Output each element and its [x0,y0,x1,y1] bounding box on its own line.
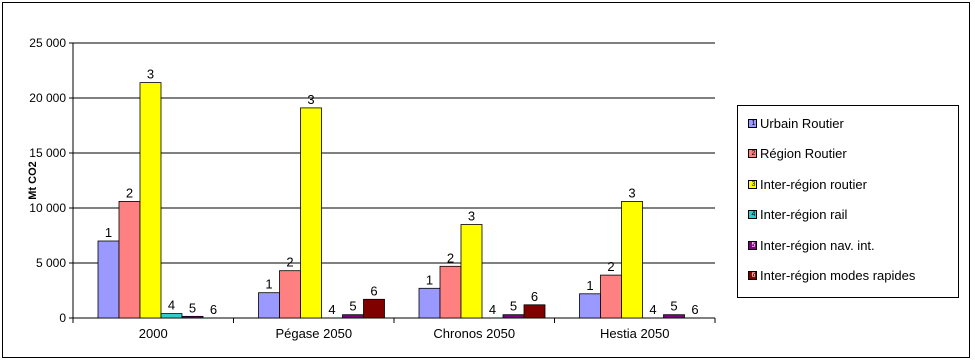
bar [621,200,643,319]
legend-swatch: 4 [748,210,757,219]
x-tick-label: Pégase 2050 [275,326,352,341]
legend-item: 3 Inter-région routier [748,176,867,192]
bar [363,298,385,319]
data-label: 2 [286,255,293,270]
data-label: 5 [670,299,677,314]
y-tick-label: 25 000 [29,36,66,50]
x-tick-label: 2000 [139,326,168,341]
data-label: 2 [447,250,454,265]
data-label: 5 [189,300,196,315]
data-label: 6 [691,302,698,317]
x-tick-label: Hestia 2050 [600,326,669,341]
data-label: 4 [328,302,335,317]
data-label: 5 [510,299,517,314]
y-tick-label: 10 000 [29,201,66,215]
bar [97,240,120,319]
legend-swatch: 5 [748,240,757,250]
legend-swatch: 3 [748,179,757,189]
x-tick-label: Chronos 2050 [433,326,515,341]
data-label: 6 [370,283,377,298]
legend-swatch-number: 5 [751,241,756,249]
bar [279,270,301,319]
legend-item: 6 Inter-région modes rapides [748,268,915,284]
legend-label: Inter-région rail [760,207,848,222]
data-label: 3 [147,67,154,82]
bar [418,287,441,319]
bar [300,107,322,319]
data-label: 1 [105,225,112,240]
bar [342,314,364,319]
legend-label: Inter-région modes rapides [760,268,916,283]
legend-label: Région Routier [760,146,847,161]
bar [579,293,601,319]
legend-swatch-number: 2 [751,150,756,157]
legend-item: 1 Urbain Routier [748,115,844,131]
bar [460,224,483,319]
legend-label: Urbain Routier [760,115,844,131]
data-label: 3 [628,185,635,200]
data-label: 4 [489,302,496,317]
data-label: 6 [531,289,538,304]
y-tick-label: 5 000 [36,256,66,270]
bar [160,313,183,319]
legend-swatch-number: 3 [751,180,756,188]
data-label: 4 [168,298,175,313]
y-tick-label: 0 [59,311,66,325]
legend: 1 Urbain Routier 2 Région Routier 3 Inter-rég… [737,105,959,298]
data-label: 3 [468,209,475,224]
legend-item: 5 Inter-région nav. int. [748,237,875,253]
legend-label: Inter-région routier [760,176,867,192]
legend-label: Inter-région nav. int. [760,237,875,253]
data-label: 5 [349,299,356,314]
legend-item: 4 Inter-région rail [748,207,847,223]
bar [600,274,622,319]
legend-swatch-number: 6 [751,272,756,279]
bar [439,265,462,319]
data-label: 6 [210,302,217,317]
bar [258,292,280,319]
legend-swatch: 2 [748,149,757,158]
bar [663,314,685,319]
data-label: 2 [126,185,133,200]
y-axis-label: Mt CO2 [27,161,39,200]
bar [118,200,141,319]
y-tick-label: 20 000 [29,91,66,105]
data-label: 4 [649,302,656,317]
legend-swatch: 6 [748,271,757,280]
bar [523,304,546,319]
legend-swatch: 1 [748,118,757,128]
legend-swatch-number: 4 [751,211,756,218]
legend-item: 2 Région Routier [748,146,847,162]
data-label: 1 [265,277,272,292]
y-tick-label: 15 000 [29,146,66,160]
data-label: 2 [607,259,614,274]
data-label: 3 [307,92,314,107]
data-label: 1 [426,272,433,287]
data-label: 1 [586,278,593,293]
bar [139,82,162,319]
bar [502,314,525,319]
legend-swatch-number: 1 [751,119,756,127]
bar [181,315,204,319]
